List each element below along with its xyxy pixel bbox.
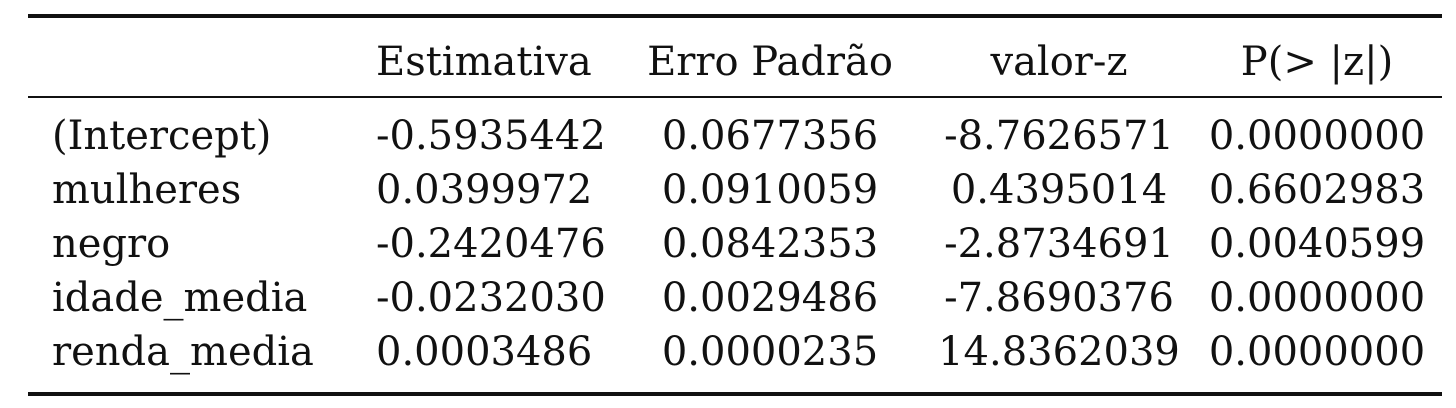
row-term: mulheres <box>52 167 242 213</box>
row-erro-padrao: 0.0842353 <box>661 221 879 267</box>
row-estimativa: 0.0003486 <box>376 329 593 375</box>
row-p-value: 0.0000000 <box>1208 113 1426 159</box>
row-estimativa: -0.5935442 <box>376 113 606 159</box>
row-valor-z: 14.8362039 <box>938 329 1180 375</box>
row-term: idade_media <box>52 275 308 321</box>
row-valor-z: -8.7626571 <box>944 113 1174 159</box>
row-erro-padrao: 0.0677356 <box>661 113 879 159</box>
bottom-rule <box>28 392 1442 396</box>
row-estimativa: -0.2420476 <box>376 221 606 267</box>
row-p-value: 0.0000000 <box>1208 275 1426 321</box>
row-estimativa: 0.0399972 <box>376 167 593 213</box>
row-erro-padrao: 0.0029486 <box>661 275 879 321</box>
row-estimativa: -0.0232030 <box>376 275 606 321</box>
row-p-value: 0.0000000 <box>1208 329 1426 375</box>
header-p-value: P(> |z|) <box>1240 39 1394 85</box>
row-term: renda_media <box>52 329 314 375</box>
row-p-value: 0.0040599 <box>1208 221 1426 267</box>
top-rule <box>28 14 1442 18</box>
header-erro-padrao: Erro Padrão <box>647 39 893 85</box>
row-term: (Intercept) <box>52 113 272 159</box>
row-valor-z: 0.4395014 <box>950 167 1168 213</box>
row-valor-z: -2.8734691 <box>944 221 1174 267</box>
header-estimativa: Estimativa <box>376 39 592 85</box>
header-valor-z: valor-z <box>990 39 1128 85</box>
row-term: negro <box>52 221 171 267</box>
row-p-value: 0.6602983 <box>1208 167 1426 213</box>
row-erro-padrao: 0.0000235 <box>661 329 879 375</box>
header-rule <box>28 96 1442 98</box>
row-valor-z: -7.8690376 <box>944 275 1174 321</box>
row-erro-padrao: 0.0910059 <box>661 167 879 213</box>
